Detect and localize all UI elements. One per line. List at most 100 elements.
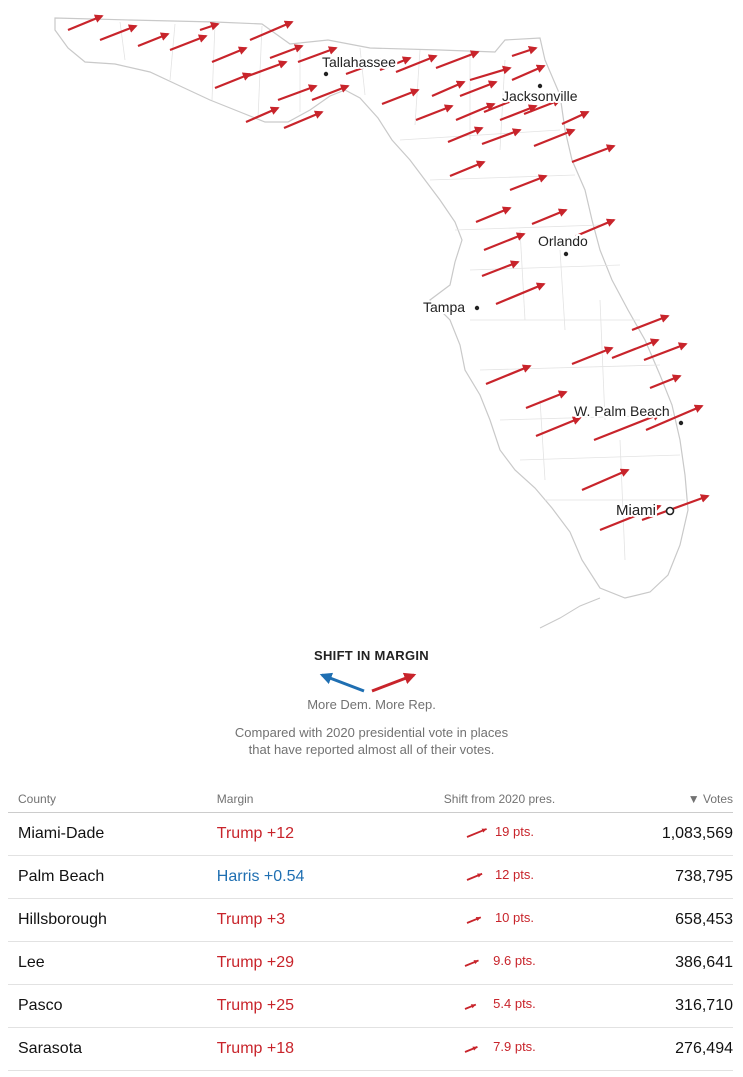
shift-arrow-head [471,1003,476,1009]
shift-arrow [381,88,420,106]
legend: SHIFT IN MARGIN More Dem. More Rep. Comp… [0,648,743,758]
votes-value: 316,710 [593,984,733,1028]
shift-arrow [211,46,248,64]
shift-indicator: 9.6 pts. [463,953,536,968]
column-header-shift[interactable]: Shift from 2020 pres. [405,784,594,813]
shift-cell: 9.6 pts. [405,941,594,985]
shift-arrow [581,468,630,492]
county-lines [119,21,685,561]
shift-arrow [631,314,670,332]
city-label: Tallahassee [322,54,396,70]
shift-arrow [469,65,512,82]
shift-arrow [283,110,324,130]
city-tampa: Tampa Tampa [421,297,480,317]
shift-arrow [455,102,496,122]
shift-arrow [245,106,280,124]
city-label: Jacksonville [502,88,578,104]
city-label: Orlando [538,233,588,249]
table-row: Sarasota Trump +18 7.9 pts. 276,494 [8,1027,733,1071]
shift-arrow [531,208,568,226]
table-row: Hillsborough Trump +3 10 pts. 658,453 [8,898,733,942]
shift-arrow [379,56,412,72]
column-header-votes[interactable]: ▼ Votes [593,784,733,813]
shift-arrow [525,390,568,410]
shift-arrow [311,84,350,102]
shift-arrow-head [472,1046,478,1051]
svg-text:Tallahassee: Tallahassee [322,54,396,70]
city-orlando: Orlando Orlando [536,231,590,257]
shift-arrow-head [473,959,479,964]
shift-value: 19 pts. [494,824,534,840]
margin-value: Trump +3 [216,898,406,942]
shift-value: 12 pts. [494,867,534,883]
dem-arrow-icon [319,672,365,693]
city-label: W. Palm Beach [574,403,670,419]
table-row: Palm Beach Harris +0.54 12 pts. 738,795 [8,855,733,899]
column-header-margin[interactable]: Margin [216,784,406,813]
legend-labels: More Dem. More Rep. [0,697,743,712]
votes-value: 738,795 [593,855,733,899]
shift-arrow-icon [464,959,480,967]
shift-arrow [561,110,590,125]
shift-arrow [641,494,710,522]
shift-arrow [345,58,386,76]
legend-rep-label: More Rep. [375,697,436,712]
county-name: Palm Beach [8,855,217,899]
shift-arrow [297,46,338,64]
shift-cell: 19 pts. [405,812,594,856]
results-table-container: County Margin Shift from 2020 pres. ▼ Vo… [0,784,743,1071]
legend-note-line-1: Compared with 2020 presidential vote in … [234,725,509,740]
shift-arrow [431,80,466,98]
shift-arrow-head [475,916,481,921]
shift-arrow [511,64,546,82]
shift-cell: 12 pts. [405,855,594,899]
shift-arrow [169,34,208,52]
shift-arrow [481,260,520,278]
shift-arrow [571,144,616,164]
shift-arrow [535,416,582,438]
shift-arrow [611,338,660,360]
svg-text:Orlando: Orlando [538,233,588,249]
shift-arrow-icon [466,872,483,881]
shift-indicator: 7.9 pts. [463,1039,536,1054]
shift-arrow [645,404,704,432]
shift-cell: 10 pts. [405,898,594,942]
shift-arrow [247,60,288,78]
margin-value: Trump +18 [216,1027,406,1071]
results-table: County Margin Shift from 2020 pres. ▼ Vo… [8,784,733,1071]
shift-indicator: 19 pts. [465,824,534,839]
column-header-county[interactable]: County [8,784,217,813]
shift-arrow [509,174,548,192]
votes-value: 276,494 [593,1027,733,1071]
county-name: Hillsborough [8,898,217,942]
shift-arrow [415,104,454,122]
shift-arrow [481,128,522,146]
city-jacksonville: Jacksonville Jacksonville [500,83,580,106]
legend-arrow-graphic [319,672,417,693]
shift-arrow [511,46,538,58]
florida-map: Tallahassee Tallahassee Jacksonville Jac… [54,14,710,629]
svg-text:W. Palm Beach: W. Palm Beach [574,403,670,419]
shift-arrow [199,22,220,32]
svg-text:Jacksonville: Jacksonville [502,88,578,104]
shift-indicator: 12 pts. [465,867,534,882]
svg-text:Tampa: Tampa [423,299,465,315]
shift-arrow [533,128,576,148]
shift-arrow [214,72,252,90]
shift-arrow [643,342,688,362]
shift-arrow [395,54,438,74]
city-west-palm-beach: W. Palm Beach W. Palm Beach [572,401,684,426]
margin-value: Harris +0.54 [216,855,406,899]
shift-indicator: 5.4 pts. [463,996,536,1011]
shift-arrow [571,346,614,366]
florida-keys [539,597,601,629]
shift-arrow-icon [464,1045,478,1053]
shift-arrow [277,84,318,102]
shift-arrow-icon [466,827,487,838]
shift-arrow [593,412,662,442]
votes-value: 386,641 [593,941,733,985]
svg-text:Miami: Miami [616,502,656,519]
legend-note: Compared with 2020 presidential vote in … [0,724,743,758]
shift-arrow [499,104,538,122]
shift-arrow [435,50,480,70]
